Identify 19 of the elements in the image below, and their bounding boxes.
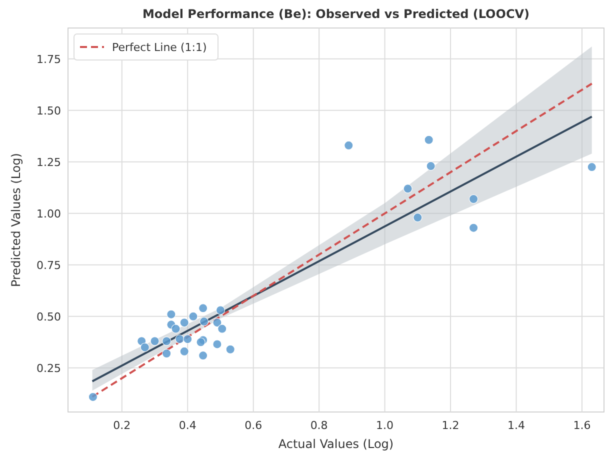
x-tick-label: 1.2 — [442, 419, 460, 432]
chart-title: Model Performance (Be): Observed vs Predicted (LOOCV) — [142, 7, 530, 21]
y-tick-label: 0.75 — [36, 258, 61, 272]
y-tick-label: 1.00 — [36, 207, 61, 220]
x-tick-label: 1.6 — [573, 419, 591, 432]
y-tick-label: 0.50 — [36, 310, 61, 324]
x-tick-label: 0.6 — [244, 419, 262, 432]
x-tick-label: 0.4 — [178, 419, 196, 432]
y-tick-label: 0.25 — [36, 362, 61, 375]
y-tick-label: 1.75 — [36, 52, 61, 66]
x-tick-label: 1.0 — [376, 419, 394, 432]
y-axis-title: Predicted Values (Log) — [9, 153, 23, 287]
x-tick-label: 1.4 — [508, 419, 526, 432]
x-axis-title: Actual Values (Log) — [278, 437, 394, 451]
y-tick-label: 1.50 — [36, 104, 61, 118]
x-tick-label: 0.8 — [310, 419, 328, 432]
legend-label: Perfect Line (1:1) — [112, 41, 207, 54]
x-tick-label: 0.2 — [113, 419, 131, 432]
y-tick-label: 1.25 — [36, 156, 61, 169]
